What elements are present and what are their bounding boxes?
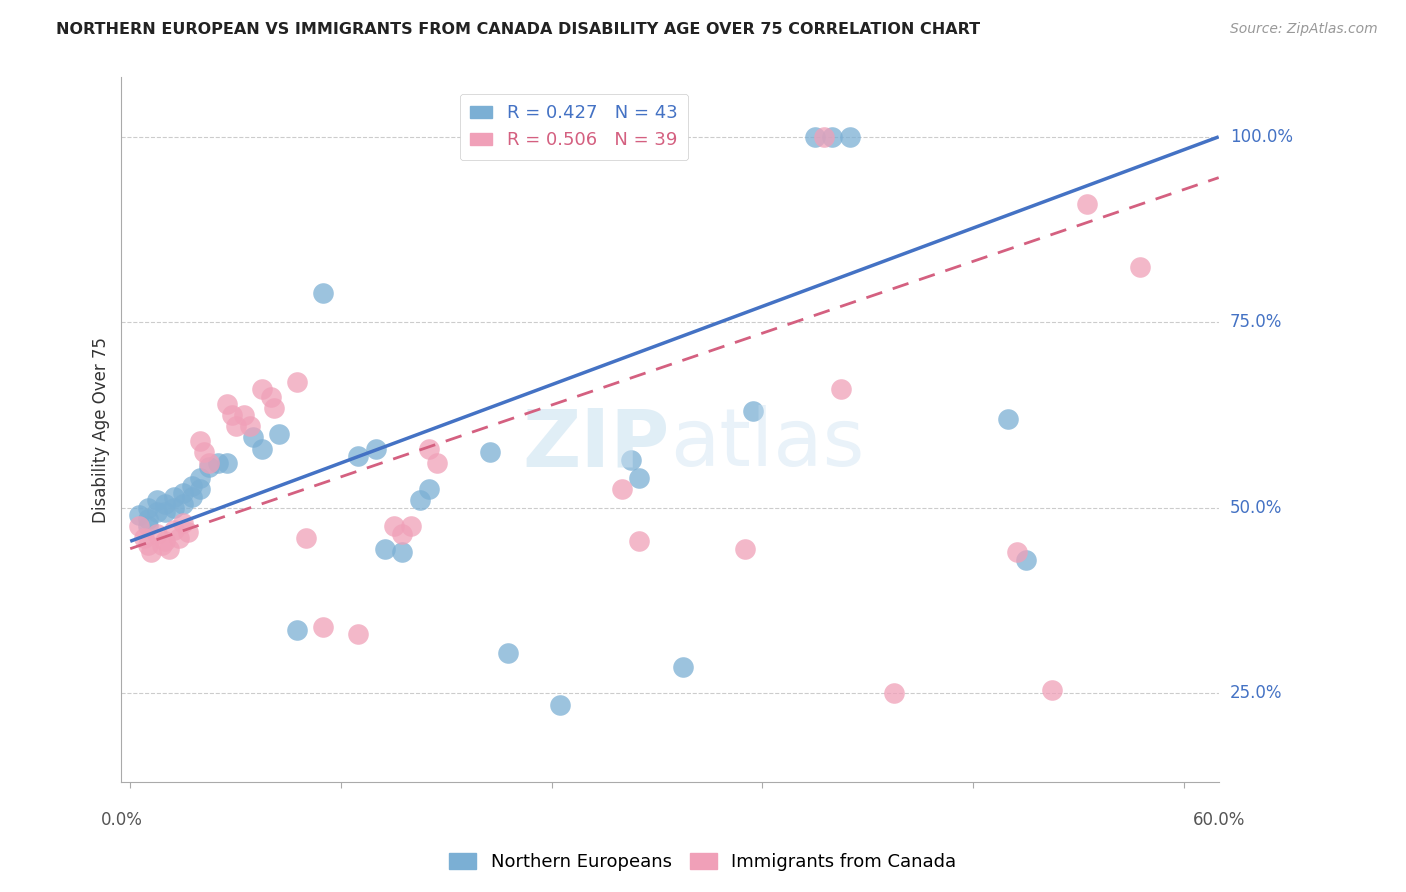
Point — [839, 129, 862, 144]
Point — [128, 508, 150, 523]
Point — [399, 519, 422, 533]
Point — [177, 524, 200, 539]
Point — [347, 627, 370, 641]
Point — [312, 619, 335, 633]
Point — [198, 456, 221, 470]
Point — [193, 445, 215, 459]
Point — [163, 500, 186, 515]
Point — [285, 624, 308, 638]
Point — [163, 523, 186, 537]
Text: 25.0%: 25.0% — [1230, 684, 1282, 702]
Point — [997, 412, 1019, 426]
Point — [391, 545, 413, 559]
Text: atlas: atlas — [671, 405, 865, 483]
Point — [479, 445, 502, 459]
Point — [610, 483, 633, 497]
Point — [734, 541, 756, 556]
Point — [215, 456, 238, 470]
Point — [150, 538, 173, 552]
Point — [225, 419, 247, 434]
Point — [830, 382, 852, 396]
Point — [215, 397, 238, 411]
Point — [742, 404, 765, 418]
Point — [141, 545, 163, 559]
Point — [1040, 682, 1063, 697]
Point — [136, 538, 159, 552]
Point — [628, 471, 651, 485]
Legend: Northern Europeans, Immigrants from Canada: Northern Europeans, Immigrants from Cana… — [441, 846, 965, 879]
Point — [172, 497, 194, 511]
Point — [1268, 129, 1291, 144]
Point — [672, 660, 695, 674]
Point — [374, 541, 396, 556]
Point — [409, 493, 432, 508]
Text: NORTHERN EUROPEAN VS IMMIGRANTS FROM CANADA DISABILITY AGE OVER 75 CORRELATION C: NORTHERN EUROPEAN VS IMMIGRANTS FROM CAN… — [56, 22, 980, 37]
Point — [198, 460, 221, 475]
Text: 100.0%: 100.0% — [1230, 128, 1292, 145]
Point — [364, 442, 387, 456]
Point — [418, 442, 440, 456]
Point — [128, 519, 150, 533]
Point — [180, 478, 202, 492]
Point — [496, 646, 519, 660]
Text: 0.0%: 0.0% — [100, 811, 142, 829]
Point — [221, 408, 243, 422]
Text: Source: ZipAtlas.com: Source: ZipAtlas.com — [1230, 22, 1378, 37]
Point — [172, 486, 194, 500]
Point — [1076, 196, 1098, 211]
Point — [883, 686, 905, 700]
Point — [418, 483, 440, 497]
Point — [1014, 553, 1036, 567]
Point — [180, 490, 202, 504]
Point — [269, 426, 291, 441]
Point — [285, 375, 308, 389]
Point — [136, 500, 159, 515]
Point — [1005, 545, 1028, 559]
Point — [619, 452, 641, 467]
Point — [821, 129, 844, 144]
Point — [207, 456, 229, 470]
Point — [169, 531, 191, 545]
Point — [155, 497, 177, 511]
Point — [157, 541, 180, 556]
Point — [134, 531, 156, 545]
Point — [172, 516, 194, 530]
Point — [233, 408, 256, 422]
Point — [155, 505, 177, 519]
Point — [263, 401, 285, 415]
Point — [145, 526, 167, 541]
Point — [426, 456, 449, 470]
Point — [1129, 260, 1152, 274]
Point — [382, 519, 405, 533]
Point — [804, 129, 827, 144]
Point — [145, 493, 167, 508]
Point — [312, 285, 335, 300]
Legend: R = 0.427   N = 43, R = 0.506   N = 39: R = 0.427 N = 43, R = 0.506 N = 39 — [460, 94, 688, 161]
Point — [294, 531, 316, 545]
Text: 75.0%: 75.0% — [1230, 313, 1282, 331]
Point — [347, 449, 370, 463]
Point — [550, 698, 572, 712]
Point — [239, 419, 262, 434]
Text: 60.0%: 60.0% — [1192, 811, 1244, 829]
Point — [155, 534, 177, 549]
Point — [190, 434, 212, 448]
Point — [163, 490, 186, 504]
Point — [628, 534, 651, 549]
Text: ZIP: ZIP — [523, 405, 671, 483]
Point — [250, 382, 273, 396]
Point — [145, 505, 167, 519]
Text: 50.0%: 50.0% — [1230, 499, 1282, 516]
Point — [813, 129, 835, 144]
Y-axis label: Disability Age Over 75: Disability Age Over 75 — [93, 337, 110, 523]
Point — [136, 512, 159, 526]
Point — [136, 519, 159, 533]
Point — [391, 526, 413, 541]
Point — [260, 390, 283, 404]
Point — [250, 442, 273, 456]
Point — [190, 483, 212, 497]
Point — [190, 471, 212, 485]
Point — [242, 430, 264, 444]
